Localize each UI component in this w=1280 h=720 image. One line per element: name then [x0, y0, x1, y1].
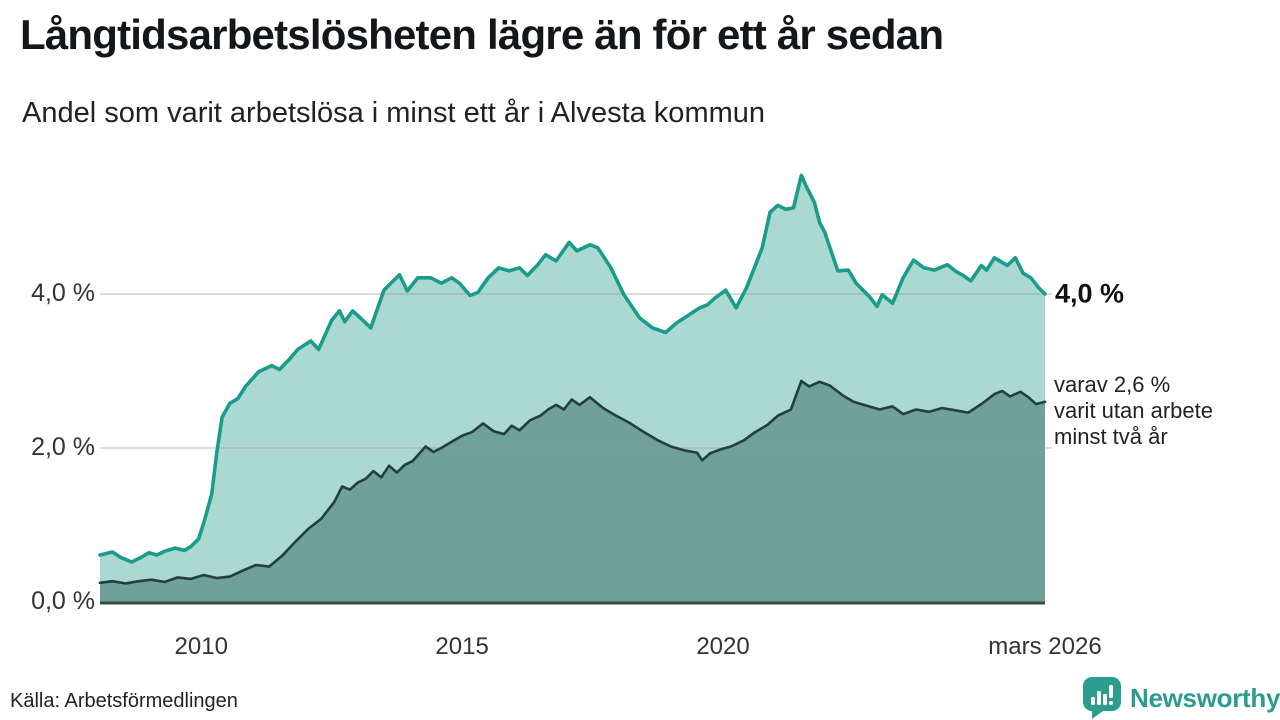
series-two-years-line: [98, 379, 1047, 585]
secondary-annotation-line2: varit utan arbete: [1054, 398, 1213, 423]
end-value-label: 4,0 %: [1055, 278, 1125, 309]
series-two-years-area: [100, 381, 1045, 602]
x-tick-mars-2026: mars 2026: [988, 633, 1102, 660]
gridlines: [100, 293, 1052, 449]
x-tick-2020: 2020: [696, 633, 750, 660]
brand-lockup: Newsworthy: [1082, 676, 1280, 720]
secondary-annotation-line1: varav 2,6 %: [1054, 372, 1171, 397]
page-title: Långtidsarbetslösheten lägre än för ett …: [20, 11, 944, 58]
speech-bubble-shape: [1083, 677, 1121, 719]
chart-subtitle: Andel som varit arbetslösa i minst ett å…: [22, 97, 766, 129]
newsworthy-logo-icon: [1083, 677, 1121, 719]
secondary-annotation: varav 2,6 % varit utan arbete minst två …: [1054, 372, 1213, 450]
y-tick-4: 4,0 %: [31, 278, 95, 307]
brand-name: Newsworthy: [1130, 682, 1280, 713]
x-tick-2015: 2015: [435, 633, 489, 660]
y-tick-0: 0,0 %: [31, 586, 95, 615]
series-total-line: [98, 173, 1047, 564]
bar-chart-glyph: [1091, 685, 1113, 705]
x-tick-2010: 2010: [174, 633, 228, 660]
exclamation-dot: [1109, 701, 1113, 705]
source-credit: Källa: Arbetsförmedlingen: [10, 690, 238, 712]
exclamation-bar: [1109, 685, 1113, 698]
y-tick-2: 2,0 %: [31, 432, 95, 461]
secondary-annotation-line3: minst två år: [1054, 424, 1168, 449]
